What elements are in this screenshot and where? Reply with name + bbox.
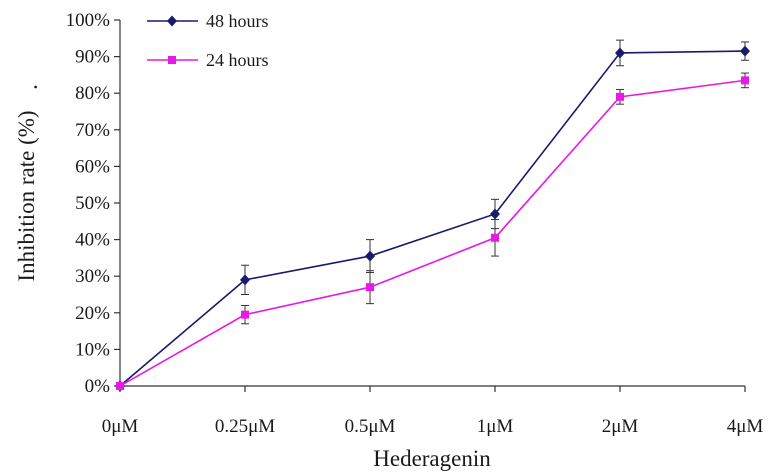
series-24h	[116, 72, 749, 390]
legend-marker-48h	[167, 15, 177, 27]
data-point	[240, 274, 250, 286]
x-tick-label: 4μM	[727, 416, 764, 437]
legend-label-24h: 24 hours	[206, 50, 269, 70]
y-tick-label: 90%	[75, 47, 110, 68]
series-line	[119, 79, 746, 387]
y-ticks: 0% 10% 20% 30% 40% 50% 60% 70% 80% 90% 100%	[66, 10, 120, 397]
legend-label-48h: 48 hours	[206, 11, 269, 31]
series-layer	[115, 39, 750, 392]
legend: 48 hours 24 hours	[147, 11, 269, 70]
legend-marker-24h	[168, 56, 176, 64]
x-tick-label: 0μM	[102, 416, 139, 437]
y-tick-label: 30%	[75, 266, 110, 287]
data-point	[615, 47, 625, 59]
data-point	[365, 250, 375, 262]
y-tick-label: 10%	[75, 339, 110, 360]
y-tick-label: 70%	[75, 120, 110, 141]
data-point	[116, 382, 124, 390]
x-tick-label: 1μM	[477, 416, 514, 437]
x-tick-label: 2μM	[602, 416, 639, 437]
y-axis-title-suffix: .	[17, 84, 42, 90]
axes	[119, 20, 745, 387]
data-point	[366, 283, 374, 292]
data-point	[491, 233, 499, 242]
y-tick-label: 50%	[75, 193, 110, 214]
y-tick-label: 100%	[66, 10, 111, 31]
y-tick-label: 80%	[75, 83, 110, 104]
data-point	[741, 76, 749, 85]
x-tick-label: 0.5μM	[345, 416, 396, 437]
series-line	[119, 50, 746, 387]
y-tick-label: 20%	[75, 303, 110, 324]
y-axis-title: Inhibition rate (%)	[14, 110, 39, 281]
x-axis-title: Hederagenin	[373, 446, 491, 471]
data-point	[616, 92, 624, 101]
data-point	[241, 310, 249, 319]
series-48h	[115, 39, 750, 392]
y-tick-label: 0%	[85, 376, 111, 397]
y-tick-label: 60%	[75, 156, 110, 177]
data-point	[740, 45, 750, 57]
x-tick-label: 0.25μM	[215, 416, 275, 437]
y-tick-label: 40%	[75, 230, 110, 251]
data-point	[490, 208, 500, 220]
x-ticks: 0μM 0.25μM 0.5μM 1μM 2μM 4μM	[102, 386, 764, 437]
